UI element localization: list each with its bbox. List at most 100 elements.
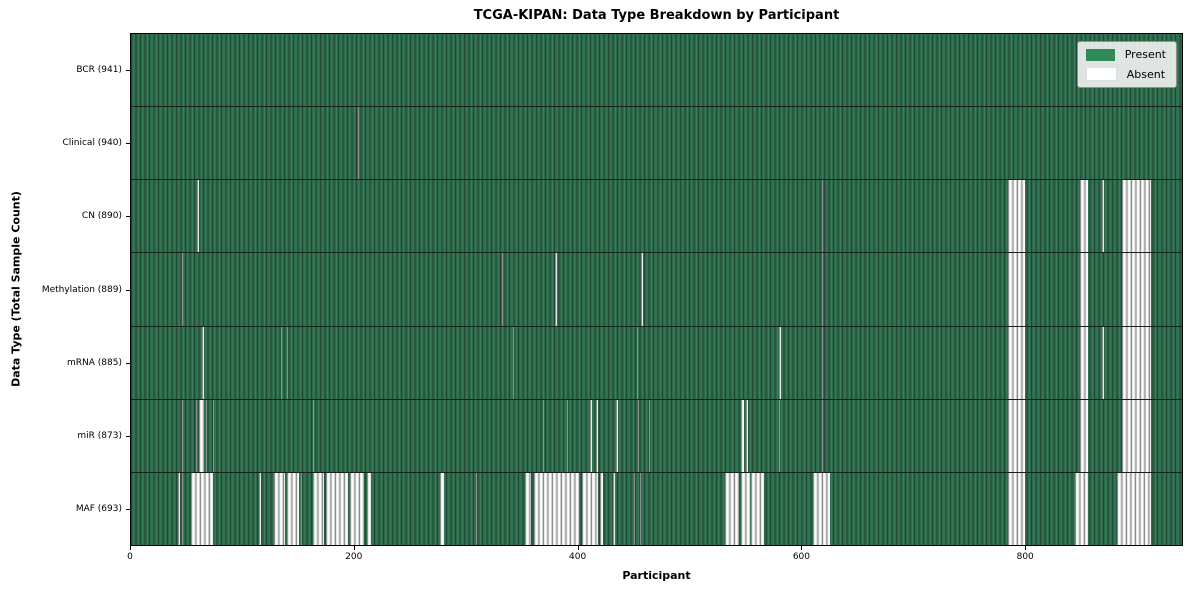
legend-item-present: Present <box>1085 48 1166 61</box>
absent-stripe <box>640 472 642 545</box>
absent-stripe <box>313 399 315 472</box>
absent-stripe <box>555 253 557 326</box>
plot-area: Present Absent <box>130 33 1183 546</box>
absent-stripe <box>525 472 531 545</box>
x-tick-label-600: 600 <box>792 552 810 562</box>
absent-stripe <box>633 472 635 545</box>
absent-stripe <box>649 399 651 472</box>
x-tick-mark <box>353 546 355 550</box>
y-tick-label-bcr: BCR (941) <box>76 64 122 75</box>
absent-stripe <box>205 399 207 472</box>
absent-stripe <box>182 253 184 326</box>
absent-stripe <box>1117 472 1151 545</box>
x-tick-mark <box>801 546 803 550</box>
absent-stripe <box>613 472 615 545</box>
y-tick-mark <box>126 436 130 438</box>
absent-stripe <box>196 180 200 253</box>
x-tick-label-0: 0 <box>127 552 133 562</box>
absent-stripe <box>1080 180 1089 253</box>
absent-stripe <box>512 326 515 399</box>
absent-stripe <box>636 326 639 399</box>
absent-stripe <box>357 107 359 180</box>
y-tick-mark <box>126 509 130 511</box>
x-tick-mark <box>577 546 579 550</box>
absent-stripe <box>1121 253 1151 326</box>
absent-stripe <box>778 399 780 472</box>
absent-stripe <box>1121 180 1151 253</box>
absent-stripe <box>212 399 214 472</box>
absent-stripe <box>1007 253 1025 326</box>
x-tick-mark <box>130 546 131 550</box>
row-clinical <box>131 106 1182 180</box>
row-cn <box>131 179 1182 253</box>
y-tick-mark <box>126 216 130 218</box>
absent-stripe <box>600 472 604 545</box>
legend-present-label: Present <box>1124 48 1166 61</box>
x-tick-label-800: 800 <box>1016 552 1034 562</box>
absent-stripe <box>746 399 748 472</box>
x-tick-label-400: 400 <box>569 552 587 562</box>
legend: Present Absent <box>1076 41 1177 88</box>
y-tick-label-mir: miR (873) <box>77 431 122 442</box>
row-methylation <box>131 252 1182 326</box>
x-axis-label: Participant <box>622 569 691 582</box>
y-tick-mark <box>126 69 130 71</box>
absent-stripe <box>1074 472 1089 545</box>
absent-stripe <box>313 472 325 545</box>
absent-stripe <box>590 399 593 472</box>
absent-stripe <box>182 399 184 472</box>
absent-stripe <box>740 399 745 472</box>
absent-stripe <box>1121 326 1151 399</box>
absent-stripe <box>501 253 503 326</box>
legend-absent-swatch <box>1085 67 1117 81</box>
absent-stripe <box>1007 180 1025 253</box>
absent-stripe <box>566 399 568 472</box>
absent-stripe <box>822 326 824 399</box>
absent-stripe <box>534 472 579 545</box>
row-bcr <box>131 34 1182 107</box>
absent-stripe <box>822 399 824 472</box>
x-tick-mark <box>1025 546 1027 550</box>
absent-stripe <box>778 326 782 399</box>
y-tick-label-cn: CN (890) <box>81 211 122 222</box>
absent-stripe <box>813 472 831 545</box>
absent-stripe <box>822 253 824 326</box>
absent-stripe <box>1007 399 1025 472</box>
absent-stripe <box>750 472 765 545</box>
absent-stripe <box>725 472 739 545</box>
absent-stripe <box>287 326 289 399</box>
y-tick-mark <box>126 142 130 144</box>
absent-stripe <box>273 472 286 545</box>
absent-stripe <box>177 472 181 545</box>
absent-stripe <box>1007 326 1025 399</box>
absent-stripe <box>595 399 598 472</box>
absent-stripe <box>366 472 372 545</box>
absent-stripe <box>615 399 618 472</box>
absent-stripe <box>326 472 348 545</box>
y-tick-label-maf: MAF (693) <box>75 504 122 515</box>
y-tick-label-clinical: Clinical (940) <box>62 137 122 148</box>
absent-stripe <box>191 472 213 545</box>
absent-stripe <box>440 472 444 545</box>
absent-stripe <box>476 472 478 545</box>
absent-stripe <box>349 472 365 545</box>
y-tick-label-mrna: mRNA (885) <box>67 357 122 368</box>
absent-stripe <box>1101 326 1104 399</box>
legend-absent-label: Absent <box>1126 67 1166 81</box>
y-axis-ticks: BCR (941) Clinical (940) CN (890) Methylati… <box>0 33 130 546</box>
absent-stripe <box>202 326 204 399</box>
row-mir <box>131 398 1182 472</box>
absent-stripe <box>280 326 282 399</box>
absent-stripe <box>287 472 299 545</box>
absent-stripe <box>195 399 197 472</box>
legend-present-swatch <box>1085 48 1115 61</box>
row-mrna <box>131 325 1182 399</box>
absent-stripe <box>1080 326 1089 399</box>
absent-stripe <box>1007 472 1025 545</box>
absent-stripe <box>822 180 824 253</box>
absent-stripe <box>641 253 643 326</box>
y-tick-mark <box>126 362 130 364</box>
absent-stripe <box>740 472 750 545</box>
legend-item-absent: Absent <box>1085 67 1166 81</box>
